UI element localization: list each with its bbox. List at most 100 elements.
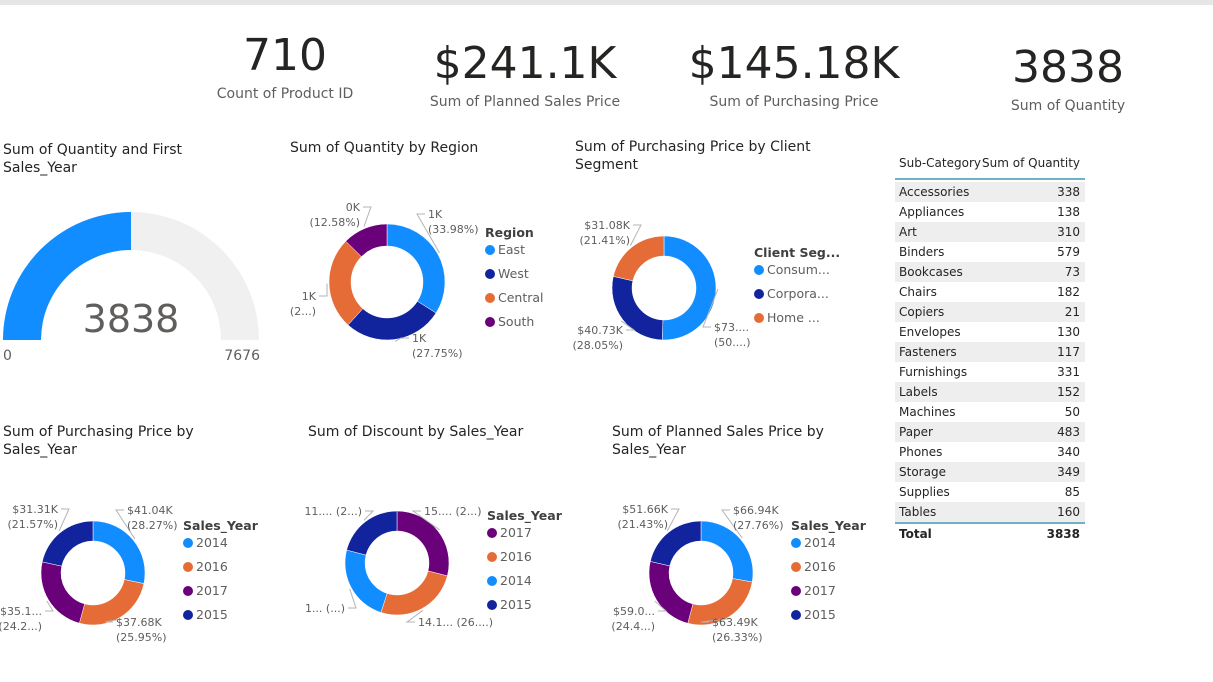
- leader-line: [348, 588, 357, 609]
- leader-line: [721, 509, 743, 539]
- donut-slice-2015[interactable]: [346, 510, 398, 556]
- region-chart-title: Sum of Quantity by Region: [290, 140, 479, 156]
- donut-slice-2014[interactable]: [344, 549, 388, 613]
- legend-marker[interactable]: [183, 562, 193, 572]
- gauge-value: 3838: [83, 297, 180, 341]
- legend-title: Sales_Year: [791, 518, 867, 534]
- kpi-card-quantity[interactable]: 3838 Sum of Quantity: [1011, 42, 1125, 115]
- leader-line: [394, 337, 409, 342]
- kpi-card-count-product[interactable]: 710 Count of Product ID: [216, 34, 354, 103]
- legend-marker[interactable]: [791, 538, 801, 548]
- legend-marker[interactable]: [754, 265, 764, 275]
- leader-line: [115, 509, 136, 540]
- kpi-value: $145.18K: [688, 38, 900, 89]
- data-label: $37.68K: [116, 616, 162, 629]
- legend-item: 2017: [196, 583, 228, 598]
- legend-marker[interactable]: [485, 269, 495, 279]
- column-header-subcategory[interactable]: Sub-Category: [899, 156, 981, 170]
- legend-marker[interactable]: [791, 586, 801, 596]
- cell-subcategory: Furnishings: [899, 365, 968, 379]
- table-row[interactable]: Tables 160: [895, 502, 1085, 522]
- donut-slice-home-office[interactable]: [613, 235, 665, 282]
- donut-slice-2017[interactable]: [648, 561, 694, 624]
- leader-line: [700, 617, 731, 623]
- cell-quantity: 85: [1064, 485, 1080, 499]
- table-row[interactable]: Storage 349: [895, 462, 1085, 482]
- donut-slice-central[interactable]: [328, 240, 364, 326]
- donut-slice-east[interactable]: [386, 223, 446, 314]
- kpi-card-planned-sales[interactable]: $241.1K Sum of Planned Sales Price: [429, 42, 621, 111]
- cell-subcategory: Storage: [899, 465, 946, 479]
- table-row[interactable]: Copiers 21: [895, 302, 1085, 322]
- cell-quantity: 152: [1057, 385, 1080, 399]
- donut-slice-2015[interactable]: [650, 520, 702, 567]
- legend-marker[interactable]: [487, 600, 497, 610]
- data-label: $31.31K: [12, 503, 58, 516]
- legend-marker[interactable]: [487, 528, 497, 538]
- table-row[interactable]: Furnishings 331: [895, 362, 1085, 382]
- data-label: 14.1... (26....): [418, 616, 493, 629]
- data-label: 1K: [302, 290, 317, 303]
- cell-subcategory: Appliances: [899, 205, 965, 219]
- leader-line: [629, 224, 642, 246]
- cell-quantity: 138: [1057, 205, 1080, 219]
- table-row[interactable]: Binders 579: [895, 242, 1085, 262]
- data-label: $73....: [714, 321, 749, 334]
- leader-line: [45, 600, 54, 612]
- table-total-row: Total 3838: [895, 522, 1085, 544]
- donut-slice-2016[interactable]: [380, 570, 448, 616]
- legend-marker[interactable]: [485, 245, 495, 255]
- legend-marker[interactable]: [183, 586, 193, 596]
- data-label: (28.05%): [572, 339, 623, 352]
- legend-marker[interactable]: [754, 289, 764, 299]
- legend-item: 2015: [500, 597, 532, 612]
- table-row[interactable]: Supplies 85: [895, 482, 1085, 502]
- table-row[interactable]: Labels 152: [895, 382, 1085, 402]
- legend-marker[interactable]: [487, 552, 497, 562]
- legend-marker[interactable]: [183, 538, 193, 548]
- subcategory-table[interactable]: Sub-Category Sum of Quantity Accessories…: [895, 156, 1085, 544]
- donut-slice-2017[interactable]: [396, 510, 450, 577]
- table-row[interactable]: Phones 340: [895, 442, 1085, 462]
- legend-marker[interactable]: [791, 562, 801, 572]
- table-row[interactable]: Art 310: [895, 222, 1085, 242]
- cell-subcategory: Paper: [899, 425, 933, 439]
- table-row[interactable]: Envelopes 130: [895, 322, 1085, 342]
- cell-subcategory: Art: [899, 225, 917, 239]
- cell-quantity: 349: [1057, 465, 1080, 479]
- cell-quantity: 21: [1064, 305, 1080, 319]
- legend-marker[interactable]: [485, 317, 495, 327]
- legend-item: 2014: [500, 573, 532, 588]
- kpi-card-purchasing-price[interactable]: $145.18K Sum of Purchasing Price: [688, 38, 900, 111]
- cell-quantity: 73: [1064, 265, 1080, 279]
- legend-marker[interactable]: [485, 293, 495, 303]
- legend-marker[interactable]: [791, 610, 801, 620]
- gauge-fill[interactable]: [3, 212, 131, 340]
- kpi-value: 3838: [1012, 42, 1124, 93]
- cell-quantity: 331: [1057, 365, 1080, 379]
- donut-slice-2017[interactable]: [40, 561, 85, 624]
- donut-slice-2015[interactable]: [41, 520, 94, 567]
- cell-quantity: 50: [1064, 405, 1080, 419]
- legend-title: Region: [485, 225, 534, 240]
- donut-slice-south[interactable]: [345, 223, 388, 258]
- table-row[interactable]: Paper 483: [895, 422, 1085, 442]
- donut-slice-consumer[interactable]: [661, 235, 717, 341]
- table-row[interactable]: Fasteners 117: [895, 342, 1085, 362]
- legend-marker[interactable]: [183, 610, 193, 620]
- kpi-label: Count of Product ID: [216, 86, 354, 102]
- data-label: $40.73K: [577, 324, 623, 337]
- legend-marker[interactable]: [754, 313, 764, 323]
- leader-line: [411, 510, 440, 531]
- table-row[interactable]: Bookcases 73: [895, 262, 1085, 282]
- cell-subcategory: Envelopes: [899, 325, 961, 339]
- table-row[interactable]: Chairs 182: [895, 282, 1085, 302]
- table-row[interactable]: Machines 50: [895, 402, 1085, 422]
- table-row[interactable]: Appliances 138: [895, 202, 1085, 222]
- legend-marker[interactable]: [487, 576, 497, 586]
- column-header-quantity[interactable]: Sum of Quantity: [982, 156, 1080, 170]
- table-row[interactable]: Accessories 338: [895, 182, 1085, 202]
- legend-item: 2015: [804, 607, 836, 622]
- kpi-label: Sum of Planned Sales Price: [429, 94, 621, 110]
